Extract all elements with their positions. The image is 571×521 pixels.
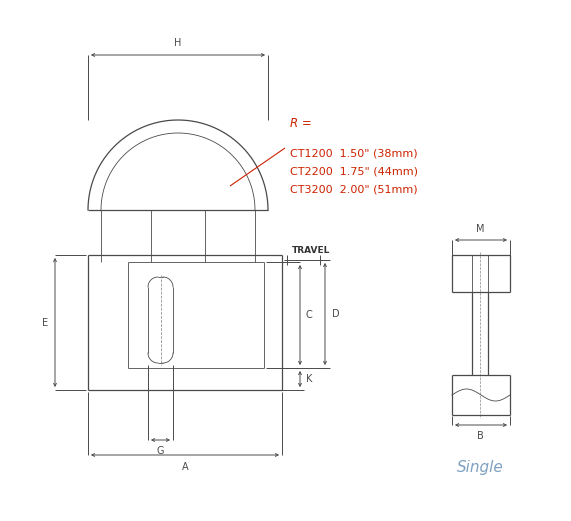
- Text: E: E: [42, 317, 48, 328]
- Text: H: H: [174, 38, 182, 48]
- Text: CT1200  1.50" (38mm): CT1200 1.50" (38mm): [290, 148, 417, 158]
- Text: CT3200  2.00" (51mm): CT3200 2.00" (51mm): [290, 184, 417, 194]
- Text: R =: R =: [290, 117, 312, 130]
- Text: G: G: [157, 446, 164, 456]
- Text: C: C: [306, 310, 313, 320]
- Text: TRAVEL: TRAVEL: [292, 246, 331, 255]
- Text: D: D: [332, 309, 340, 319]
- Text: Single: Single: [457, 460, 504, 475]
- Text: A: A: [182, 462, 188, 472]
- Text: CT2200  1.75" (44mm): CT2200 1.75" (44mm): [290, 166, 418, 176]
- Text: K: K: [306, 374, 312, 384]
- Text: M: M: [476, 224, 484, 234]
- Text: B: B: [477, 431, 484, 441]
